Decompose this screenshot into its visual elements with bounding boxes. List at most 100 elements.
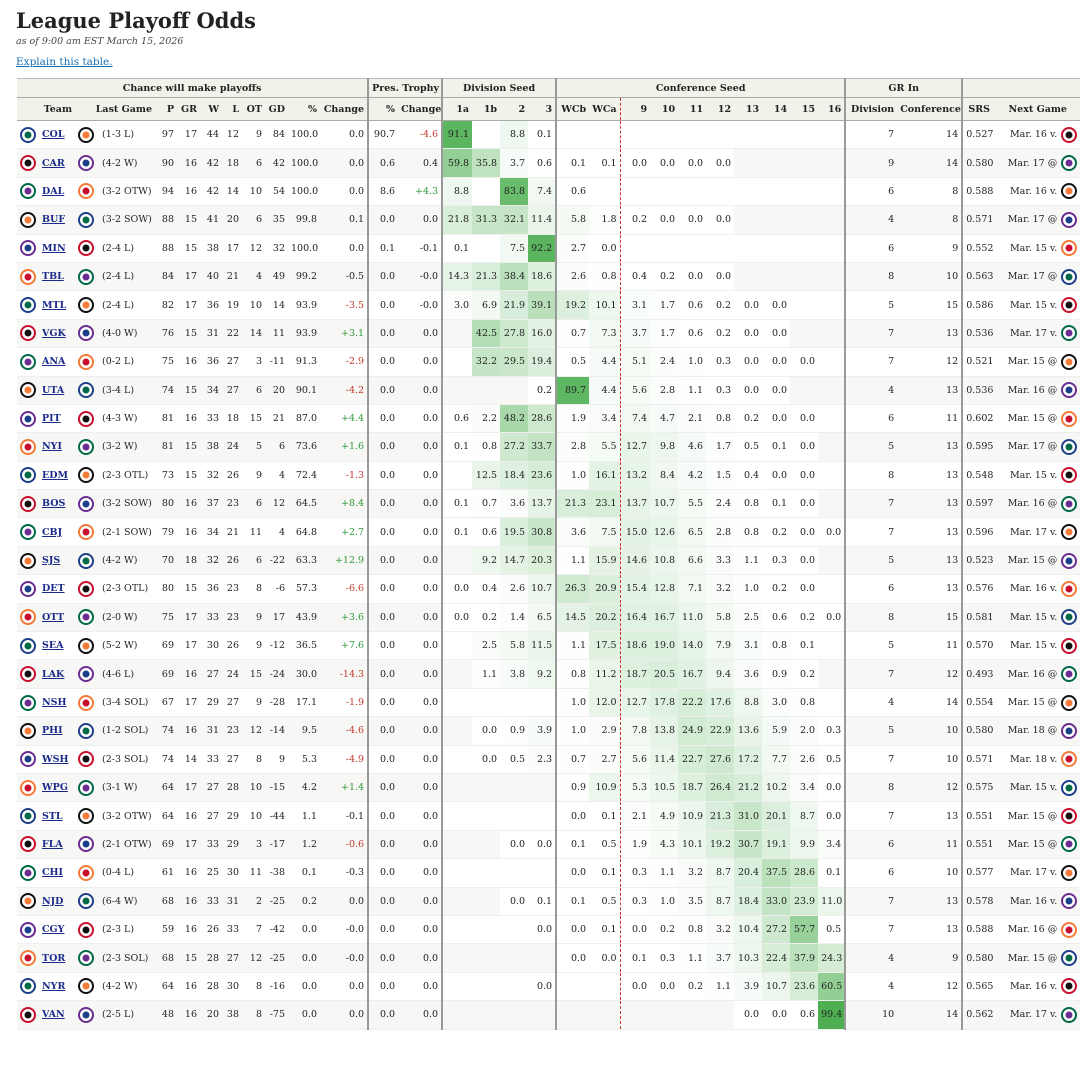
cell: -25 bbox=[265, 887, 288, 916]
value: 0.2 bbox=[715, 327, 732, 339]
team-link[interactable]: MIN bbox=[42, 242, 66, 254]
cell: -4.6 bbox=[320, 716, 369, 746]
value: +3.6 bbox=[340, 611, 365, 623]
cell bbox=[472, 915, 501, 945]
cell: 0.0 bbox=[706, 262, 735, 292]
team-logo bbox=[78, 722, 94, 739]
team-link[interactable]: VGK bbox=[42, 327, 66, 339]
column-header: P bbox=[155, 97, 177, 121]
cell: 17 bbox=[177, 290, 200, 320]
cell: 0.1 bbox=[790, 631, 819, 661]
team-row: LAK (4-6 L) 69 16 27 24 15 -24 30.0 -14.3 0.0 0.0 1.… bbox=[17, 659, 1080, 689]
cell: TOR bbox=[17, 943, 75, 973]
team-link[interactable]: CGY bbox=[42, 924, 65, 936]
cell: 16 bbox=[177, 489, 200, 519]
team-logo bbox=[78, 268, 94, 285]
cell: 8.4 bbox=[650, 461, 679, 491]
cell: 1.1 bbox=[734, 546, 763, 576]
team-link[interactable]: CAR bbox=[42, 157, 65, 169]
cell: 0.0 bbox=[398, 659, 443, 689]
team-logo bbox=[78, 495, 94, 512]
team-link[interactable]: WPG bbox=[42, 782, 68, 794]
team-link[interactable]: NSH bbox=[42, 697, 67, 708]
cell: 1.1 bbox=[706, 972, 735, 1002]
value: 0.0 bbox=[422, 924, 439, 936]
team-link[interactable]: DET bbox=[42, 583, 65, 595]
value: 0.521 bbox=[966, 356, 994, 368]
team-link[interactable]: FLA bbox=[42, 838, 63, 850]
cell: 20.4 bbox=[734, 858, 763, 888]
cell: 6 bbox=[844, 858, 898, 888]
cell: 13 bbox=[897, 319, 963, 349]
value: 23 bbox=[226, 498, 239, 510]
team-row: PIT (4-3 W) 81 16 33 18 15 21 87.0 +4.4 0.0 0.0 0.6 2… bbox=[17, 404, 1080, 434]
team-link[interactable]: BOS bbox=[42, 498, 66, 510]
value: +2.7 bbox=[340, 526, 365, 538]
team-link[interactable]: NYI bbox=[42, 441, 62, 453]
cell: 23 bbox=[222, 489, 242, 519]
team-link[interactable]: PHI bbox=[42, 725, 63, 737]
cell: 0.536 bbox=[961, 319, 996, 349]
team-link[interactable]: COL bbox=[42, 129, 65, 141]
cell: 0.580 bbox=[961, 148, 996, 178]
cell: Mar. 16 @ bbox=[995, 659, 1080, 689]
value: 30.0 bbox=[295, 668, 317, 680]
value: 0.1 bbox=[453, 242, 470, 254]
value: 13.2 bbox=[625, 469, 648, 481]
value: 12 bbox=[249, 952, 262, 964]
value: 30.7 bbox=[737, 838, 760, 850]
value: 44 bbox=[206, 129, 219, 141]
cell: 5.8 bbox=[555, 205, 590, 235]
cell: 4 bbox=[242, 262, 265, 292]
cell: 15 bbox=[242, 404, 265, 434]
value: 12 bbox=[249, 725, 262, 737]
cell bbox=[678, 177, 707, 207]
cell: 4 bbox=[844, 205, 898, 235]
team-link[interactable]: DAL bbox=[42, 185, 65, 197]
team-logo bbox=[20, 751, 36, 768]
team-link[interactable]: MTL bbox=[42, 299, 67, 311]
explain-link[interactable]: Explain this table. bbox=[16, 56, 113, 68]
value: 9 bbox=[952, 952, 959, 964]
cell: 26 bbox=[222, 546, 242, 576]
team-link[interactable]: STL bbox=[42, 810, 63, 822]
team-link[interactable]: CBJ bbox=[42, 526, 63, 538]
team-link[interactable]: LAK bbox=[42, 668, 65, 680]
team-link[interactable]: TBL bbox=[42, 271, 64, 283]
team-link[interactable]: NYR bbox=[42, 980, 66, 992]
value: 16 bbox=[184, 867, 197, 879]
cell: (2-4 L) bbox=[75, 290, 155, 320]
cell: 8 bbox=[844, 461, 898, 491]
value: -11 bbox=[269, 356, 285, 368]
team-link[interactable]: SJS bbox=[42, 555, 61, 567]
value: 5 bbox=[888, 555, 895, 567]
team-link[interactable]: UTA bbox=[42, 384, 65, 396]
cell: 80 bbox=[155, 574, 177, 604]
team-link[interactable]: VAN bbox=[42, 1009, 65, 1021]
value: 0.2 bbox=[659, 271, 676, 283]
cell: 7.4 bbox=[619, 404, 651, 434]
team-link[interactable]: BUF bbox=[42, 214, 66, 226]
team-link[interactable]: PIT bbox=[42, 413, 61, 425]
cell: 0.527 bbox=[961, 120, 996, 150]
cell: 0.0 bbox=[555, 943, 590, 973]
team-link[interactable]: NJD bbox=[42, 895, 64, 907]
cell: 0.0 bbox=[367, 603, 399, 633]
team-link[interactable]: EDM bbox=[42, 469, 68, 481]
value: 12 bbox=[946, 356, 959, 368]
cell: 93.9 bbox=[288, 290, 320, 320]
value: 7.8 bbox=[631, 725, 648, 737]
team-logo bbox=[1061, 353, 1078, 370]
value: 0.8 bbox=[570, 668, 587, 680]
team-link[interactable]: OTT bbox=[42, 611, 65, 623]
team-link[interactable]: WSH bbox=[42, 753, 69, 765]
team-link[interactable]: CHI bbox=[42, 867, 63, 879]
next-game: Mar. 16 v. bbox=[1009, 185, 1058, 197]
value: 33 bbox=[206, 838, 219, 850]
team-link[interactable]: SEA bbox=[42, 640, 64, 652]
cell: 0.0 bbox=[528, 915, 557, 945]
cell: 2.8 bbox=[650, 376, 679, 405]
team-link[interactable]: ANA bbox=[42, 356, 66, 368]
team-link[interactable]: TOR bbox=[42, 952, 66, 964]
cell: 64 bbox=[155, 773, 177, 803]
